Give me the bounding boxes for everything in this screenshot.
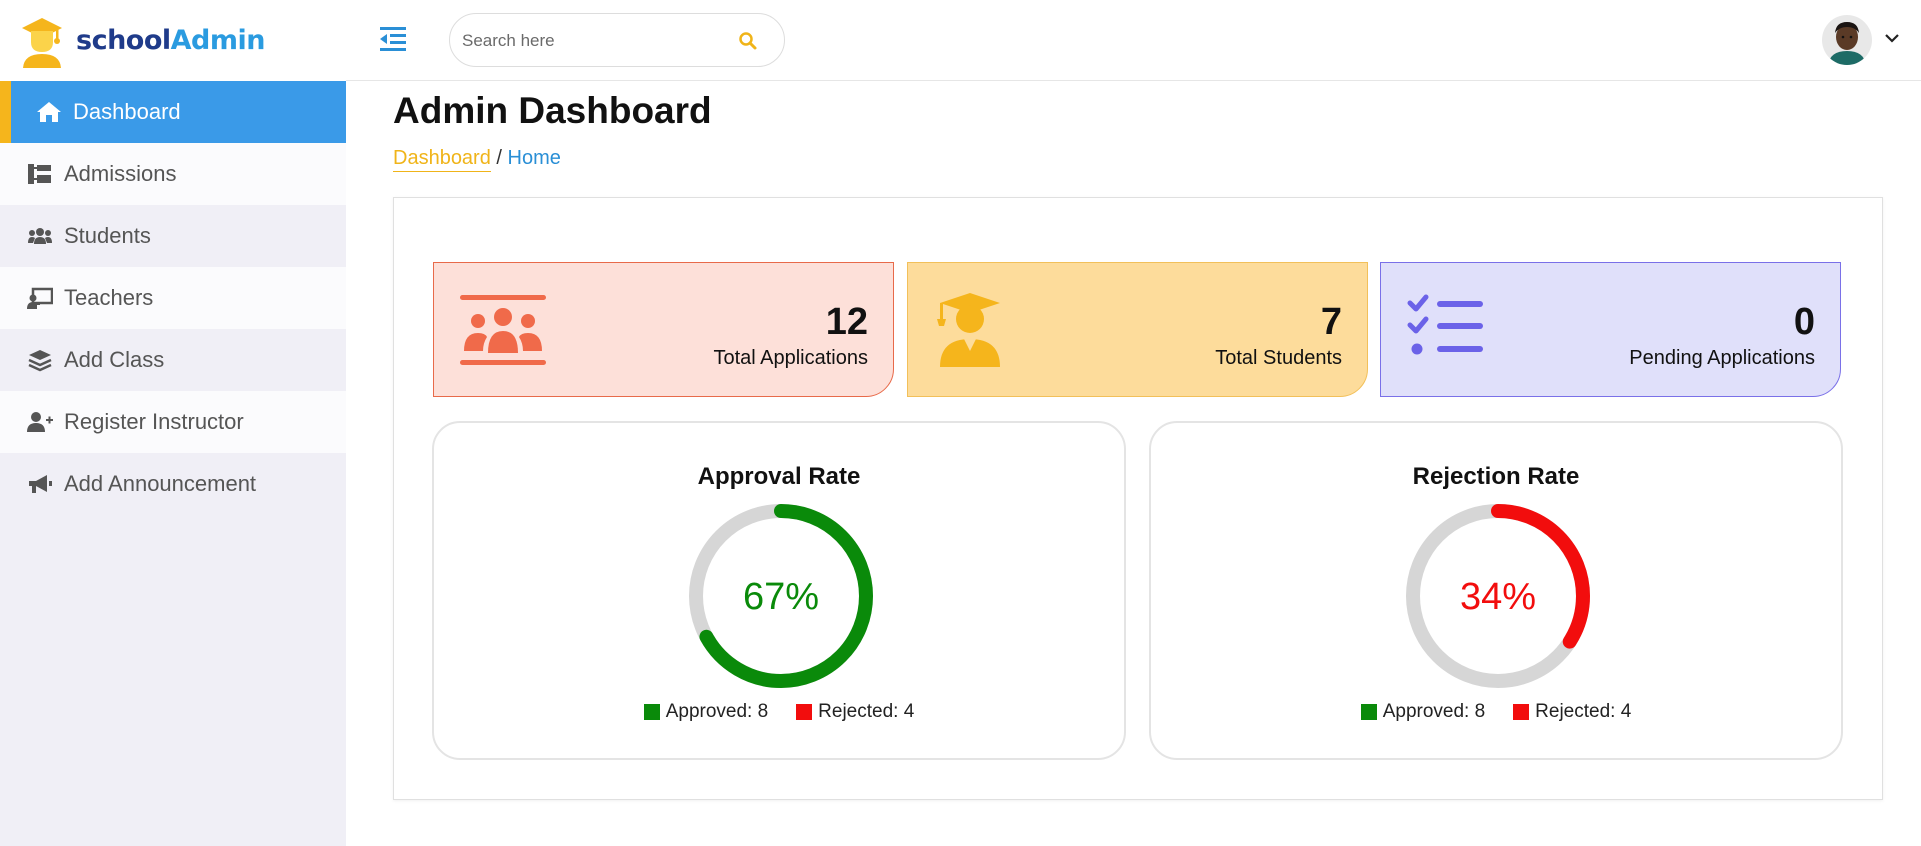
megaphone-icon [26, 472, 54, 496]
sidebar-item-label: Add Announcement [64, 471, 257, 496]
gauge-value-arc [1406, 504, 1590, 688]
legend-label: Approved: 8 [1382, 701, 1486, 722]
stat-value: 12 [825, 301, 868, 343]
approval-rate-card: Approval Rate 67% Approved: 8 Rejected: … [432, 421, 1126, 760]
breadcrumb-dashboard[interactable]: Dashboard [393, 147, 491, 172]
stat-label: Pending Applications [1629, 347, 1815, 369]
graduation-logo-icon [22, 17, 62, 68]
stat-label: Total Applications [713, 347, 868, 369]
group-icon [460, 295, 546, 365]
legend-label: Rejected: 4 [1535, 701, 1632, 722]
sidebar-item-label: Register Instructor [64, 409, 244, 434]
rejection-rate-card: Rejection Rate 34% Approved: 8 Rejected:… [1149, 421, 1843, 760]
stat-card-total-students: 7 Total Students [907, 262, 1368, 397]
sidebar-item-label: Add Class [64, 347, 165, 372]
sidebar-item-label: Admissions [64, 161, 177, 186]
avatar[interactable] [1822, 15, 1872, 65]
chalkboard-teacher-icon [26, 286, 54, 310]
legend-swatch-approved [1360, 704, 1377, 720]
breadcrumb-separator: / [496, 147, 502, 169]
chevron-down-icon[interactable] [1883, 31, 1901, 45]
brand-name-part1: school [76, 25, 171, 56]
sidebar-item-label: Dashboard [73, 99, 181, 124]
legend-swatch-rejected [1513, 704, 1530, 720]
sidebar-item-label: Students [64, 223, 151, 248]
graduate-icon [937, 293, 1000, 367]
search-box [449, 13, 785, 67]
gauge-value-arc [689, 504, 873, 688]
sidebar-item-register-instructor[interactable]: Register Instructor [0, 391, 346, 453]
brand-name-part2: Admin [170, 25, 266, 56]
breadcrumb-home[interactable]: Home [507, 147, 561, 169]
legend-swatch-rejected [796, 704, 813, 720]
users-icon [26, 224, 54, 248]
sidebar: schoolAdmin Dashboard Admissions Student… [0, 0, 346, 846]
sidebar-item-teachers[interactable]: Teachers [0, 267, 346, 329]
search-icon[interactable] [738, 31, 758, 51]
legend-rejected: Rejected: 4 [796, 701, 914, 723]
stat-value: 7 [1320, 301, 1342, 343]
legend-label: Rejected: 4 [818, 701, 915, 722]
chart-legend: Approved: 8 Rejected: 4 [1151, 701, 1841, 723]
user-plus-icon [26, 410, 54, 434]
rejection-rate-gauge: 34% [1406, 504, 1590, 688]
legend-approved: Approved: 8 [643, 701, 769, 723]
user-avatar-icon [1822, 15, 1872, 65]
stat-card-pending-applications: 0 Pending Applications [1380, 262, 1841, 397]
legend-rejected: Rejected: 4 [1513, 701, 1631, 723]
gauge-percent-label: 34% [1460, 576, 1536, 618]
layers-icon [26, 348, 54, 372]
legend-label: Approved: 8 [665, 701, 769, 722]
legend-approved: Approved: 8 [1360, 701, 1486, 723]
stat-card-total-applications: 12 Total Applications [433, 262, 894, 397]
top-header [346, 0, 1921, 81]
legend-swatch-approved [643, 704, 660, 720]
sidebar-item-students[interactable]: Students [0, 205, 346, 267]
stat-label: Total Students [1215, 347, 1342, 369]
brand-name: schoolAdmin [76, 25, 266, 56]
home-icon [35, 100, 63, 124]
sitemap-icon [26, 162, 54, 186]
search-input[interactable] [462, 27, 722, 55]
sidebar-nav: Dashboard Admissions Students Teachers A… [0, 81, 346, 515]
stat-value: 0 [1793, 301, 1815, 343]
sidebar-item-admissions[interactable]: Admissions [0, 143, 346, 205]
sidebar-item-label: Teachers [64, 285, 154, 310]
sidebar-item-add-class[interactable]: Add Class [0, 329, 346, 391]
breadcrumb: Dashboard / Home [393, 147, 561, 172]
card-title: Rejection Rate [1412, 463, 1580, 490]
card-title: Approval Rate [697, 463, 861, 490]
approval-rate-gauge: 67% [689, 504, 873, 688]
gauge-percent-label: 67% [743, 576, 819, 618]
checklist-icon [1407, 294, 1483, 355]
sidebar-toggle-icon[interactable] [378, 24, 408, 54]
sidebar-item-dashboard[interactable]: Dashboard [0, 81, 346, 143]
chart-legend: Approved: 8 Rejected: 4 [434, 701, 1124, 723]
brand-logo[interactable]: schoolAdmin [0, 0, 346, 81]
sidebar-item-add-announcement[interactable]: Add Announcement [0, 453, 346, 515]
page-title: Admin Dashboard [393, 90, 712, 131]
